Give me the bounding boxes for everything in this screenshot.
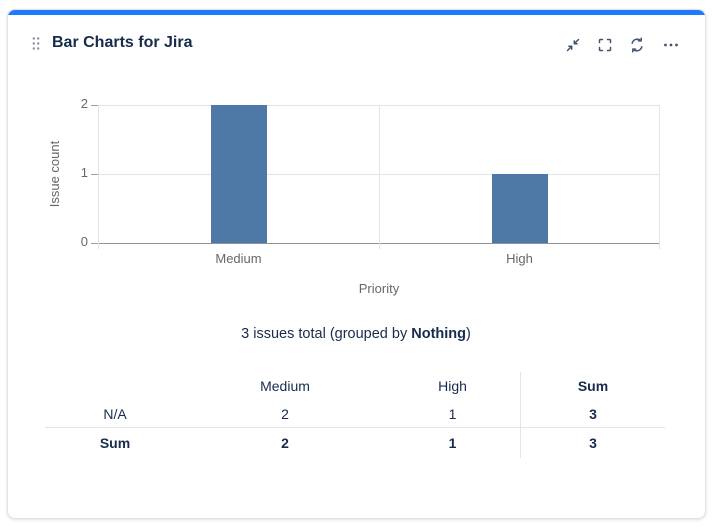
category-separator-line (658, 105, 660, 249)
y-axis-title: Issue count (47, 140, 62, 208)
card-accent-bar (8, 10, 705, 15)
summary-table: Medium High Sum N/A 2 1 3 Sum 2 1 3 (45, 372, 665, 458)
table-cell-medium: 2 (281, 435, 289, 451)
fullscreen-icon (598, 38, 612, 52)
bar-medium[interactable] (210, 105, 267, 243)
table-cell-high: 1 (448, 435, 457, 451)
plot-area: 0 1 2 Medium High (81, 96, 660, 266)
gadget-title: Bar Charts for Jira (52, 34, 193, 51)
bar-high[interactable] (491, 174, 548, 243)
summary-groupby: Nothing (411, 326, 466, 342)
y-tick-label: 1 (80, 165, 88, 180)
category-separator-line (378, 105, 380, 249)
x-tick-label: Medium (215, 251, 262, 266)
table-cell-sum: 3 (520, 400, 665, 428)
collapse-button[interactable] (562, 34, 584, 56)
table-cell-row-label: N/A (45, 400, 185, 428)
refresh-icon (631, 37, 643, 53)
table-cell-medium: 2 (185, 400, 385, 428)
collapse-icon (566, 38, 580, 52)
y-axis-tick (91, 242, 98, 244)
table-cell-sum: 3 (520, 428, 665, 458)
category-separator-line (97, 105, 99, 249)
table-cell-row-label: Sum (99, 435, 131, 451)
y-tick-label: 0 (80, 234, 88, 249)
fullscreen-button[interactable] (594, 34, 616, 56)
drag-handle-icon[interactable] (31, 36, 41, 51)
more-button[interactable] (660, 34, 682, 56)
table-header-blank (45, 372, 185, 400)
gadget-card (7, 9, 706, 519)
y-axis-tick (91, 173, 98, 175)
y-axis-tick (91, 104, 98, 106)
table-header-high: High (438, 378, 467, 394)
summary-prefix: 3 issues total (grouped by (241, 326, 412, 342)
y-tick-label: 2 (80, 96, 88, 111)
x-axis-title: Priority (358, 281, 400, 296)
refresh-button[interactable] (626, 34, 648, 56)
table-header-medium: Medium (260, 378, 310, 394)
x-tick-label: High (506, 251, 533, 266)
table-cell-high: 1 (385, 400, 520, 428)
summary-text: 3 issues total (grouped by Nothing) (0, 326, 712, 342)
summary-suffix: ) (466, 326, 471, 342)
more-icon (664, 43, 678, 47)
table-header-sum: Sum (520, 372, 665, 400)
